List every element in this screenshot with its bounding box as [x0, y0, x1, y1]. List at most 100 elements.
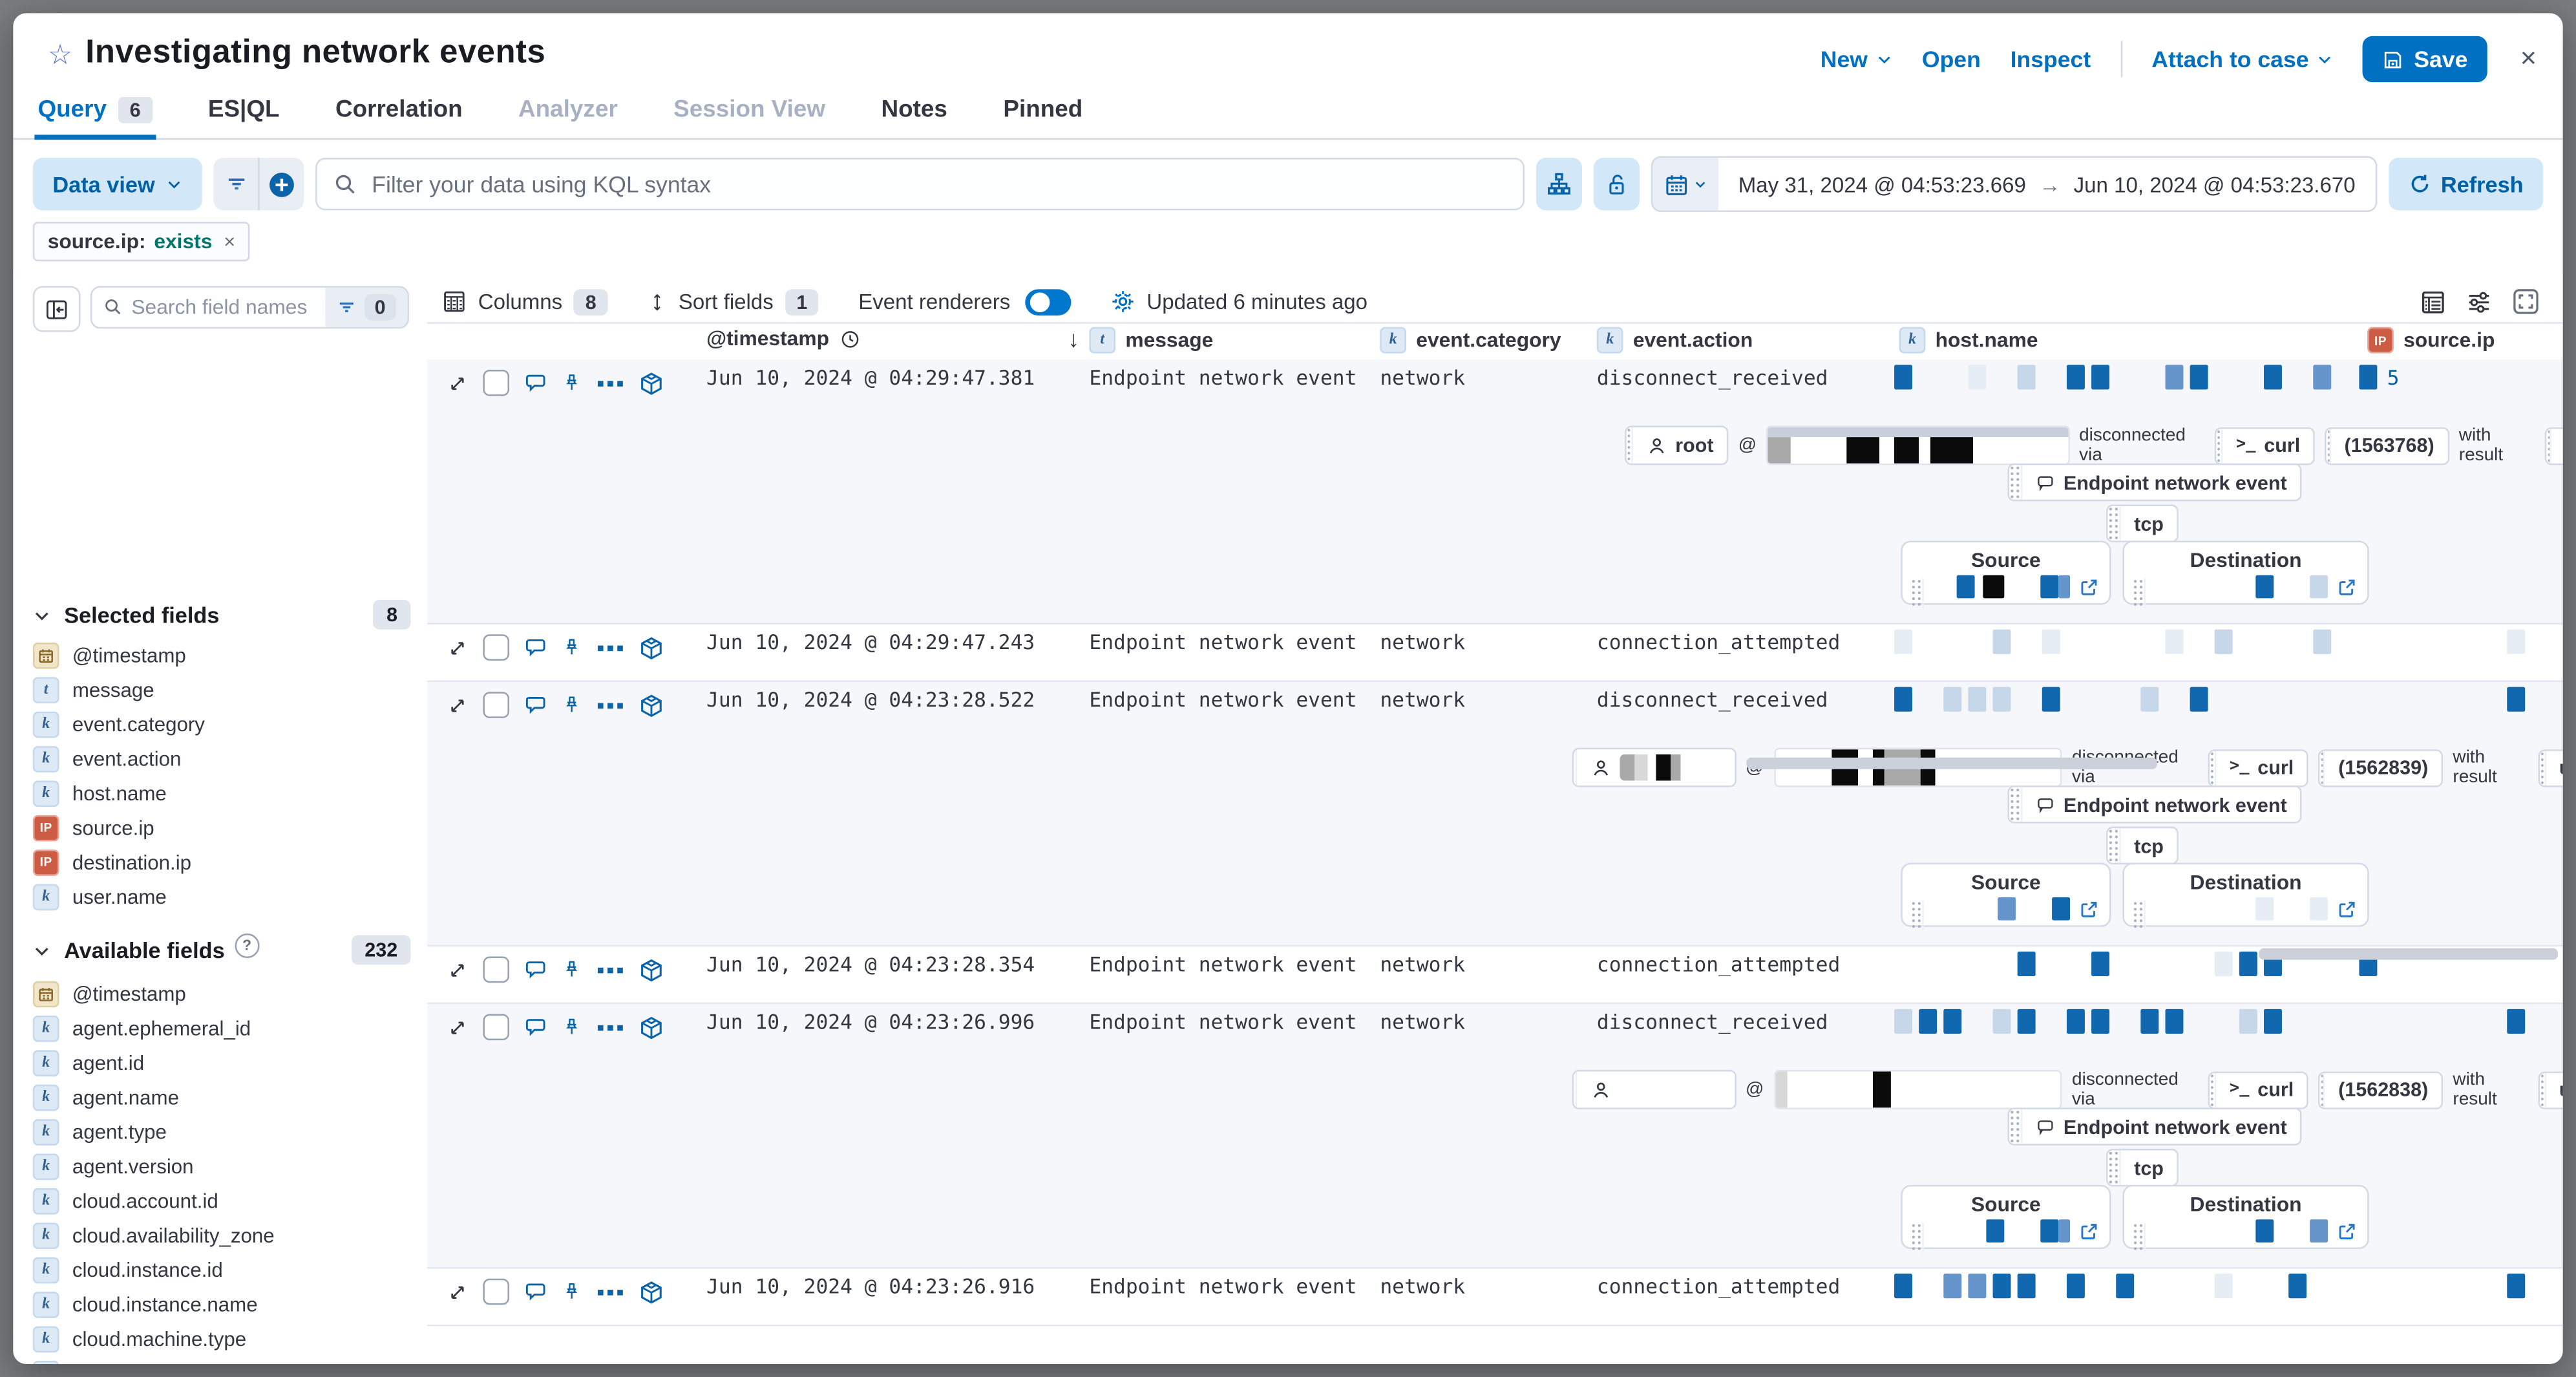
drag-handle[interactable] — [1627, 427, 1633, 464]
field-list-item[interactable]: kevent.category — [33, 707, 421, 741]
event-renderer-badge[interactable]: Endpoint network event — [2007, 464, 2301, 501]
external-link-icon[interactable] — [2336, 898, 2358, 919]
drag-handle[interactable] — [2217, 428, 2223, 462]
analyze-event-icon[interactable] — [639, 1279, 664, 1304]
date-range-text[interactable]: May 31, 2024 @ 04:53:23.669 → Jun 10, 20… — [1718, 158, 2375, 210]
column-header-event-category[interactable]: kevent.category — [1380, 327, 1561, 354]
add-filter-button[interactable] — [260, 158, 304, 210]
analyze-event-icon[interactable] — [639, 957, 664, 982]
pin-event-icon[interactable] — [562, 1016, 582, 1039]
sort-fields-button[interactable]: Sort fields — [679, 289, 774, 314]
expand-event-icon[interactable] — [447, 959, 468, 980]
column-header-host-name[interactable]: khost.name — [1899, 327, 2038, 354]
add-note-icon[interactable] — [524, 694, 547, 717]
collapse-sidebar-button[interactable] — [33, 286, 81, 332]
more-actions-icon[interactable] — [596, 962, 624, 977]
drag-handle[interactable] — [2133, 579, 2146, 608]
analyze-event-icon[interactable] — [639, 370, 664, 395]
result-badge[interactable]: unknown — [2545, 427, 2563, 464]
open-button[interactable]: Open — [1922, 46, 1981, 72]
process-badge[interactable]: >_curl — [2208, 749, 2308, 786]
grid-view-icon[interactable] — [2420, 288, 2446, 315]
column-header-message[interactable]: tmessage — [1089, 327, 1213, 354]
close-icon[interactable]: × — [2520, 43, 2537, 76]
expand-event-icon[interactable] — [447, 372, 468, 394]
external-link-icon[interactable] — [2336, 1221, 2358, 1242]
drag-handle[interactable] — [2133, 901, 2146, 930]
pin-event-icon[interactable] — [562, 694, 582, 717]
drag-handle[interactable] — [2546, 428, 2551, 462]
drag-handle[interactable] — [1910, 901, 1923, 930]
field-list-item[interactable]: @timestamp — [33, 637, 421, 672]
user-badge[interactable]: root — [1625, 425, 1728, 465]
row-checkbox[interactable] — [483, 692, 509, 718]
drag-handle[interactable] — [2320, 750, 2325, 784]
expand-event-icon[interactable] — [447, 637, 468, 658]
field-list-item[interactable]: kagent.ephemeral_id — [33, 1010, 421, 1045]
add-note-icon[interactable] — [524, 1016, 547, 1039]
protocol-badge[interactable]: tcp — [2106, 504, 2179, 542]
row-checkbox[interactable] — [483, 956, 509, 983]
user-badge[interactable] — [1572, 748, 1736, 787]
drag-handle[interactable] — [1910, 579, 1923, 608]
drag-handle[interactable] — [2009, 787, 2022, 822]
available-fields-header[interactable]: Available fields ? 232 — [33, 935, 411, 965]
row-checkbox[interactable] — [483, 1279, 509, 1305]
column-header--timestamp[interactable]: @timestamp↓ — [706, 327, 860, 350]
tab-session-view[interactable]: Session View — [670, 97, 829, 138]
column-header-event-action[interactable]: kevent.action — [1597, 327, 1753, 354]
field-filter-button[interactable]: 0 — [325, 288, 406, 327]
more-actions-icon[interactable] — [596, 376, 624, 390]
external-link-icon[interactable] — [2336, 576, 2358, 597]
field-list-item[interactable]: kagent.name — [33, 1080, 421, 1114]
result-badge[interactable]: unknown — [2539, 749, 2563, 786]
saved-query-menu-button[interactable] — [214, 158, 259, 210]
add-note-icon[interactable] — [524, 1280, 547, 1303]
pid-badge[interactable]: (1563768) — [2325, 427, 2449, 464]
lock-datepicker-button[interactable] — [1594, 158, 1640, 210]
expand-event-icon[interactable] — [447, 694, 468, 716]
drag-handle[interactable] — [2009, 1109, 2022, 1144]
field-list-item[interactable]: IPdestination.ip — [33, 845, 421, 879]
tab-pinned[interactable]: Pinned — [1000, 97, 1086, 138]
row-checkbox[interactable] — [483, 1014, 509, 1040]
external-link-icon[interactable] — [2078, 898, 2100, 919]
field-list-item[interactable]: tmessage — [33, 672, 421, 707]
drag-handle[interactable] — [2108, 506, 2121, 540]
add-note-icon[interactable] — [524, 372, 547, 395]
sliders-icon[interactable] — [2466, 288, 2493, 315]
field-list-item[interactable]: IPsource.ip — [33, 810, 421, 844]
field-list-item[interactable]: kcloud.instance.name — [33, 1286, 421, 1321]
process-badge[interactable]: >_curl — [2208, 1071, 2308, 1108]
drag-handle[interactable] — [2133, 1222, 2146, 1252]
fullscreen-icon[interactable] — [2512, 288, 2540, 315]
refresh-button[interactable]: Refresh — [2388, 158, 2543, 210]
inspect-button[interactable]: Inspect — [2011, 46, 2091, 72]
favorite-star-icon[interactable]: ☆ — [48, 39, 73, 72]
external-link-icon[interactable] — [2078, 576, 2100, 597]
more-actions-icon[interactable] — [596, 1285, 624, 1299]
protocol-badge[interactable]: tcp — [2106, 827, 2179, 864]
sourcerer-button[interactable] — [1536, 158, 1582, 210]
kql-search-input[interactable]: Filter your data using KQL syntax — [316, 158, 1525, 210]
pin-event-icon[interactable] — [562, 1280, 582, 1303]
drag-handle[interactable] — [2540, 1073, 2546, 1107]
drag-handle[interactable] — [2108, 828, 2121, 862]
columns-button[interactable]: Columns — [478, 289, 562, 314]
expand-event-icon[interactable] — [447, 1281, 468, 1303]
result-badge[interactable]: unknown — [2539, 1071, 2563, 1108]
tab-correlation[interactable]: Correlation — [332, 97, 466, 138]
more-actions-icon[interactable] — [596, 640, 624, 655]
field-list-item[interactable]: kcloud.project.id — [33, 1356, 421, 1364]
new-button[interactable]: New — [1821, 46, 1892, 72]
selected-fields-header[interactable]: Selected fields 8 — [33, 600, 411, 630]
analyze-event-icon[interactable] — [639, 1015, 664, 1040]
date-quick-menu-button[interactable] — [1653, 158, 1719, 210]
drag-handle[interactable] — [2009, 465, 2022, 499]
field-list-item[interactable]: kcloud.instance.id — [33, 1252, 421, 1286]
attach-to-case-button[interactable]: Attach to case — [2151, 46, 2333, 72]
remove-filter-icon[interactable]: × — [224, 230, 235, 253]
field-list-item[interactable]: kagent.version — [33, 1149, 421, 1183]
expand-event-icon[interactable] — [447, 1016, 468, 1038]
field-list-item[interactable]: khost.name — [33, 776, 421, 810]
